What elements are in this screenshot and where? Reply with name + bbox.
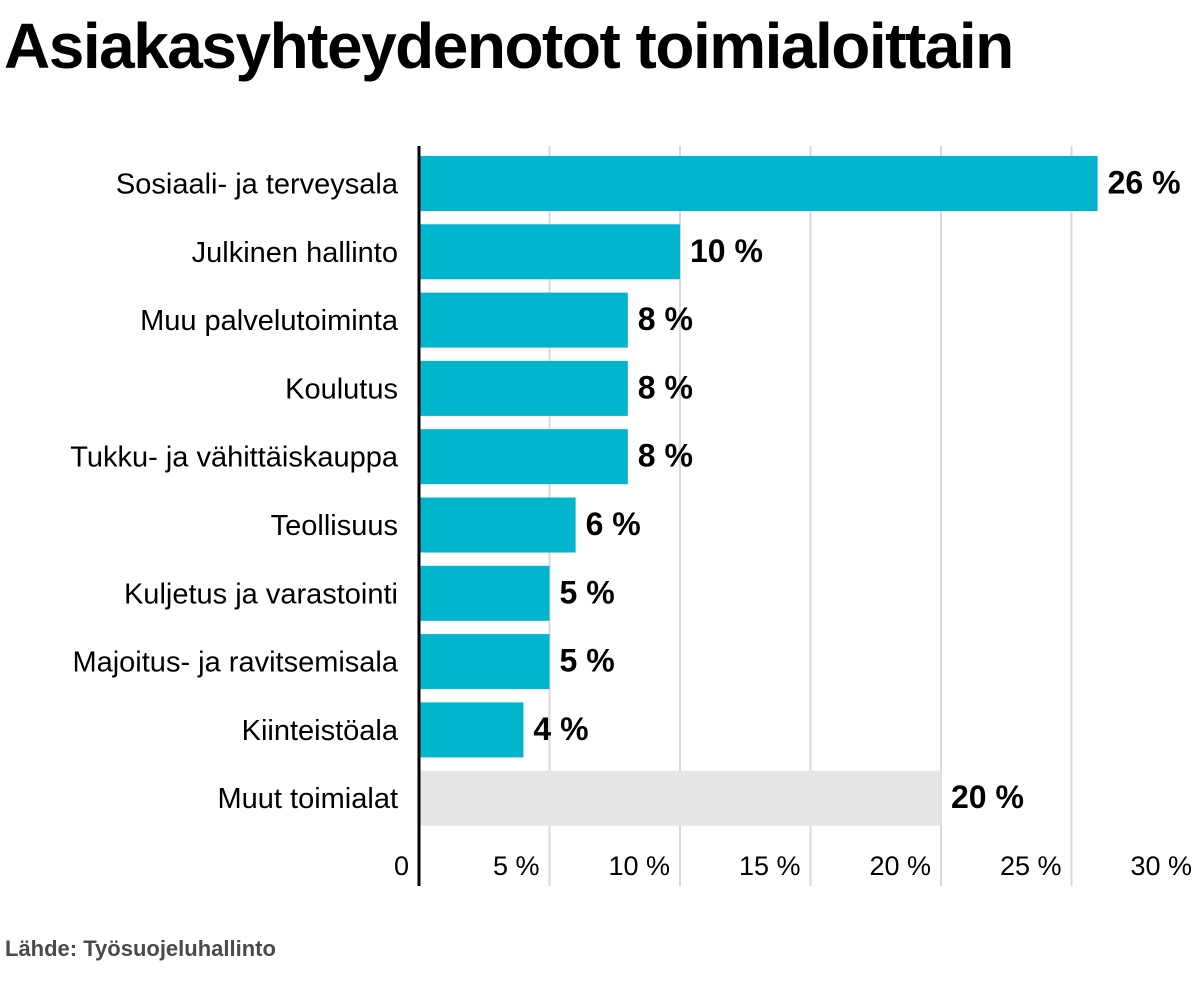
bar-6	[419, 565, 550, 621]
x-tick-label-10: 10 %	[608, 851, 670, 881]
value-label-2: 8 %	[638, 301, 693, 337]
value-label-3: 8 %	[638, 369, 693, 405]
value-label-4: 8 %	[638, 438, 693, 474]
x-tick-label-30: 30 %	[1130, 851, 1192, 881]
category-label-7: Majoitus- ja ravitsemisala	[72, 647, 398, 679]
bar-5	[419, 497, 576, 553]
value-label-6: 5 %	[560, 574, 615, 610]
x-tick-label-15: 15 %	[739, 851, 801, 881]
bar-7	[419, 634, 550, 690]
category-label-5: Teollisuus	[271, 510, 398, 542]
value-label-7: 5 %	[560, 643, 615, 679]
bar-0	[419, 156, 1098, 211]
bar-3	[419, 360, 628, 416]
category-label-3: Koulutus	[285, 373, 398, 405]
value-label-8: 4 %	[533, 711, 588, 747]
category-label-9: Muut toimialat	[217, 783, 398, 815]
source-note: Lähde: Työsuojeluhallinto	[5, 936, 276, 961]
value-label-0: 26 %	[1108, 165, 1181, 201]
chart-title: Asiakasyhteydenotot toimialoittain	[4, 10, 1014, 82]
value-label-5: 6 %	[586, 506, 641, 542]
category-label-8: Kiinteistöala	[242, 715, 399, 747]
value-label-1: 10 %	[690, 233, 763, 269]
bar-8	[419, 702, 524, 758]
x-tick-label-25: 25 %	[1000, 851, 1062, 881]
x-tick-label-20: 20 %	[869, 851, 931, 881]
bar-2	[419, 292, 628, 348]
bar-9	[419, 770, 941, 826]
x-tick-label-5: 5 %	[493, 851, 540, 881]
category-label-6: Kuljetus ja varastointi	[124, 578, 398, 610]
bar-4	[419, 429, 628, 485]
category-label-2: Muu palvelutoiminta	[140, 305, 399, 337]
x-tick-label-0: 0	[394, 851, 409, 881]
category-label-4: Tukku- ja vähittäiskauppa	[70, 442, 399, 474]
category-label-1: Julkinen hallinto	[192, 237, 398, 269]
category-label-0: Sosiaali- ja terveysala	[116, 169, 399, 201]
bar-1	[419, 224, 680, 280]
value-label-9: 20 %	[951, 779, 1024, 815]
